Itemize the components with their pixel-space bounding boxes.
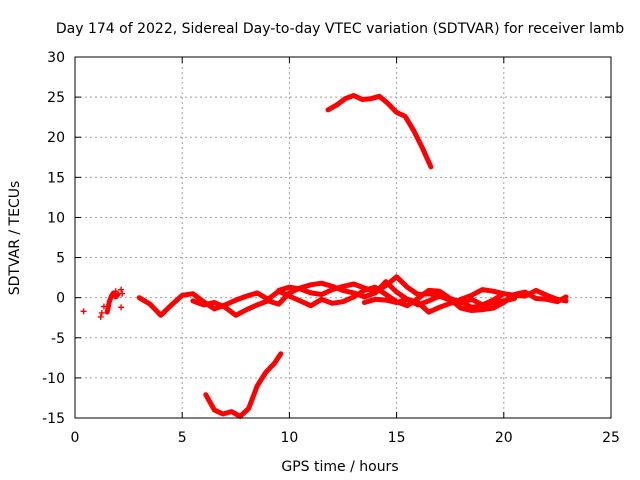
data-point-marker: [97, 313, 104, 320]
data-point-marker: [98, 309, 105, 316]
tick-layer: 0 5 10 15 20 25 -15 -10 -5 0 5 10 15 20 25 30: [42, 50, 620, 446]
x-tick-label: 20: [495, 430, 513, 446]
y-tick-label: -10: [42, 371, 65, 387]
data-point-marker: [100, 303, 107, 310]
y-tick-label: 30: [47, 50, 65, 66]
y-tick-label: 0: [56, 291, 65, 307]
x-tick-label: 10: [280, 430, 298, 446]
series-band-d: [361, 289, 569, 313]
x-tick-label: 25: [602, 430, 620, 446]
y-tick-label: 20: [47, 130, 65, 146]
series-arc-low: [203, 351, 284, 419]
x-tick-label: 5: [178, 430, 187, 446]
data-point-marker: [80, 308, 87, 315]
series-band-c: [276, 274, 517, 310]
data-point-marker: [119, 290, 126, 297]
x-axis-label: GPS time / hours: [281, 459, 398, 475]
series-band-a: [136, 284, 569, 318]
y-tick-label: -15: [42, 411, 65, 427]
y-axis-label: SDTVAR / TECUs: [7, 181, 23, 296]
y-tick-label: 25: [47, 90, 65, 106]
x-tick-label: 0: [71, 430, 80, 446]
y-tick-label: -5: [51, 331, 65, 347]
data-layer: [80, 93, 569, 419]
grid-layer: [75, 57, 611, 418]
chart-title: Day 174 of 2022, Sidereal Day-to-day VTE…: [56, 21, 624, 37]
series-early: [104, 290, 121, 315]
plot-frame: [74, 56, 612, 419]
data-point-marker: [112, 288, 119, 295]
y-tick-label: 15: [47, 170, 65, 186]
series-arc-high: [325, 93, 434, 170]
y-tick-label: 5: [56, 251, 65, 267]
y-tick-label: 10: [47, 210, 65, 226]
data-point-marker: [118, 304, 125, 311]
data-point-marker: [118, 286, 125, 293]
x-tick-label: 15: [388, 430, 406, 446]
